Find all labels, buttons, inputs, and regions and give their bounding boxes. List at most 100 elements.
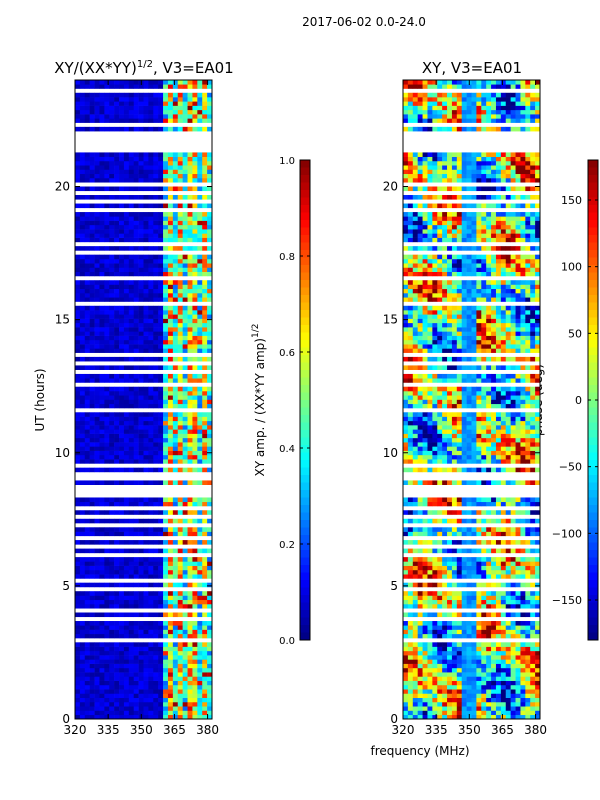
heatmap-cell (207, 595, 213, 601)
heatmap-cell (109, 109, 115, 115)
heatmap-cell (182, 344, 188, 349)
heatmap-cell (456, 591, 463, 596)
heatmap-cell (207, 527, 213, 532)
heatmap-cell (510, 480, 516, 485)
heatmap-cell (530, 693, 536, 698)
heatmap-cell (138, 642, 144, 647)
heatmap-cell (167, 416, 174, 422)
heatmap-cell (471, 548, 477, 554)
heatmap-cell (500, 527, 507, 532)
heatmap-cell (530, 527, 536, 532)
heatmap-cell (167, 429, 174, 434)
heatmap-cell (476, 433, 482, 439)
heatmap-cell (535, 467, 541, 473)
heatmap-cell (104, 114, 110, 119)
heatmap-cell (167, 480, 174, 485)
heatmap-cell (427, 684, 433, 690)
heatmap-cell (79, 561, 86, 566)
heatmap-cell (427, 459, 433, 464)
heatmap-cell (461, 429, 467, 434)
heatmap-cell (133, 714, 139, 720)
heatmap-cell (471, 642, 477, 647)
heatmap-cell (207, 280, 213, 285)
heatmap-cell (133, 212, 139, 217)
heatmap-cell (192, 322, 198, 328)
heatmap-cell (177, 446, 183, 451)
heatmap-cell (89, 710, 95, 716)
heatmap-cell (403, 501, 409, 507)
heatmap-cell (177, 531, 183, 537)
heatmap-cell (79, 701, 86, 707)
heatmap-cell (119, 126, 125, 132)
heatmap-cell (158, 467, 164, 473)
heatmap-cell (461, 633, 467, 639)
heatmap-cell (197, 246, 203, 251)
heatmap-cell (192, 680, 198, 686)
heatmap-cell (148, 126, 154, 132)
heatmap-cell (89, 229, 95, 234)
heatmap-cell (192, 697, 198, 703)
heatmap-cell (461, 480, 467, 485)
heatmap-cell (177, 356, 183, 362)
heatmap-cell (153, 425, 159, 430)
heatmap-cell (109, 548, 115, 554)
heatmap-cell (128, 101, 135, 106)
heatmap-cell (202, 229, 208, 234)
heatmap-cell (172, 591, 179, 596)
heatmap-cell (148, 693, 154, 698)
heatmap-cell (89, 203, 95, 209)
heatmap-cell (486, 420, 492, 426)
heatmap-cell (481, 655, 487, 660)
heatmap-cell (530, 425, 536, 430)
heatmap-cell (158, 603, 164, 609)
heatmap-cell (128, 335, 135, 341)
heatmap-cell (432, 467, 438, 473)
heatmap-cell (427, 667, 433, 673)
heatmap-cell (515, 569, 521, 575)
heatmap-cell (451, 646, 458, 652)
heatmap-cell (128, 305, 135, 311)
heatmap-cell (461, 386, 467, 392)
heatmap-cell (104, 280, 110, 285)
heatmap-cell (515, 591, 521, 596)
heatmap-cell (109, 224, 115, 230)
heatmap-cell (515, 706, 521, 711)
heatmap-cell (99, 216, 105, 221)
heatmap-cell (202, 680, 208, 686)
heatmap-cell (167, 203, 174, 209)
heatmap-cell (119, 109, 125, 115)
heatmap-cell (99, 293, 105, 298)
heatmap-cell (486, 625, 492, 630)
heatmap-cell (207, 288, 213, 294)
heatmap-cell (163, 156, 169, 162)
heatmap-cell (447, 633, 453, 639)
heatmap-cell (94, 557, 100, 562)
heatmap-cell (197, 582, 203, 588)
heatmap-cell (163, 599, 169, 605)
heatmap-cell (148, 224, 154, 230)
heatmap-cell (407, 450, 414, 456)
heatmap-cell (75, 254, 81, 260)
heatmap-cell (461, 412, 467, 417)
heatmap-cell (192, 425, 198, 430)
heatmap-cell (461, 603, 467, 609)
heatmap-cell (109, 714, 115, 720)
heatmap-cell (535, 574, 541, 579)
heatmap-cell (75, 599, 81, 605)
heatmap-cell (461, 416, 467, 422)
heatmap-cell (442, 710, 448, 716)
heatmap-cell (422, 399, 428, 405)
heatmap-cell (172, 642, 179, 647)
heatmap-cell (432, 650, 438, 656)
heatmap-cell (437, 706, 443, 711)
heatmap-cell (495, 518, 502, 524)
heatmap-cell (403, 480, 409, 485)
heatmap-cell (456, 378, 463, 383)
heatmap-cell (202, 293, 208, 298)
heatmap-cell (202, 450, 208, 456)
heatmap-cell (456, 633, 463, 639)
heatmap-cell (158, 425, 164, 430)
heatmap-cell (153, 697, 159, 703)
heatmap-cell (520, 399, 526, 405)
heatmap-cell (148, 655, 154, 660)
